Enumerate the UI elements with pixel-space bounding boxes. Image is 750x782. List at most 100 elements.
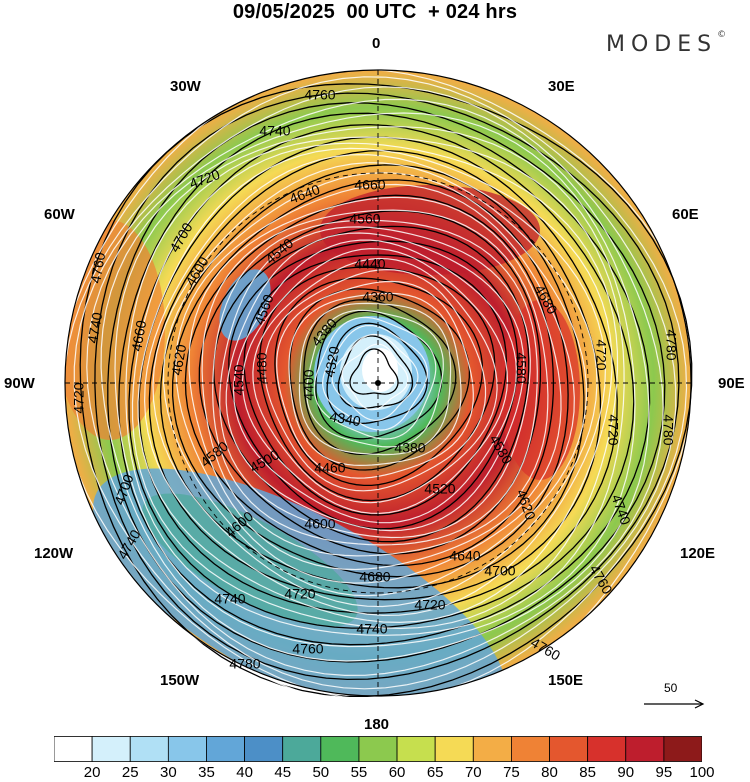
- lon-label-180: 180: [364, 716, 390, 733]
- lon-label-150e: 150E: [548, 672, 584, 689]
- streamline: [288, 292, 462, 467]
- contour-label: 4340: [328, 408, 362, 429]
- height-contour: [349, 348, 399, 395]
- contour-label: 4780: [660, 414, 676, 445]
- colorbar-tick-label: 95: [655, 764, 673, 781]
- lon-label-150w: 150W: [160, 672, 200, 689]
- streamline: [100, 112, 650, 662]
- brand-name: MODES: [606, 32, 718, 57]
- streamline: [298, 302, 452, 456]
- brand-logo: MODES©: [606, 30, 726, 57]
- contour-label: 4700: [484, 563, 515, 579]
- streamline: [322, 324, 428, 431]
- colorbar: [54, 736, 702, 762]
- reference-vector-arrow: [644, 699, 705, 709]
- colorbar-swatch: [206, 736, 245, 762]
- colorbar-tick-label: 60: [388, 764, 406, 781]
- contour-label: 4720: [605, 414, 621, 445]
- contour-label: 4540: [231, 364, 247, 395]
- height-contours: [79, 83, 693, 698]
- colorbar-swatch: [167, 736, 207, 762]
- streamline: [62, 76, 688, 701]
- contour-label: 4720: [71, 382, 87, 413]
- height-contour: [198, 210, 542, 555]
- contour-label: 4720: [284, 586, 315, 602]
- colorbar-tick-label: 40: [236, 764, 253, 781]
- colorbar-tick-label: 65: [426, 764, 444, 781]
- lon-label-30w: 30W: [170, 78, 201, 95]
- lon-label-90w: 90W: [4, 375, 35, 392]
- streamline: [331, 333, 419, 421]
- streamline: [306, 309, 444, 448]
- chart-title: 09/05/2025 00 UTC + 024 hrs: [232, 1, 518, 23]
- contour-label: 4560: [349, 211, 380, 227]
- colorbar-swatch: [472, 736, 512, 762]
- streamline: [313, 316, 437, 440]
- contour-label: 4660: [354, 177, 385, 193]
- colorbar-tick-label: 85: [579, 764, 596, 781]
- colorbar-swatch: [358, 736, 398, 762]
- contour-label: 4740: [356, 621, 387, 637]
- colorbar-tick-label: 75: [503, 764, 520, 781]
- colorbar-swatch: [549, 736, 589, 762]
- polar-vortex-center: [362, 348, 398, 392]
- colorbar-tick-label: 90: [617, 764, 635, 781]
- colorbar-swatch: [129, 736, 169, 762]
- contour-label: 4660: [128, 319, 149, 353]
- height-contour: [289, 288, 471, 471]
- height-contour: [274, 277, 484, 487]
- height-contour: [228, 240, 519, 530]
- streamline: [54, 68, 696, 709]
- streamline: [341, 343, 409, 411]
- contour-label: 4620: [168, 343, 189, 377]
- contour-label: 4720: [593, 339, 609, 370]
- contour-label: 4320: [321, 345, 342, 379]
- colorbar-swatch: [625, 736, 665, 762]
- colorbar-swatch: [282, 736, 322, 762]
- colorbar-swatch: [663, 736, 702, 762]
- map-boundary: [64, 69, 692, 697]
- wind-streamlines: [54, 68, 696, 709]
- contour-label: 4460: [314, 460, 345, 476]
- contour-label: 4740: [84, 311, 105, 345]
- reference-vector-label: 50: [664, 681, 678, 695]
- contour-label: 4760: [292, 641, 323, 657]
- colorbar-tick-label: 45: [274, 764, 292, 781]
- lon-label-90e: 90E: [718, 375, 745, 392]
- colorbar-tick-label: 35: [198, 764, 215, 781]
- height-contour: [337, 335, 414, 409]
- lon-label-30e: 30E: [548, 78, 575, 95]
- streamline: [143, 153, 607, 617]
- colorbar-swatch: [320, 736, 360, 762]
- height-contour: [258, 266, 496, 502]
- contour-label: 4440: [354, 256, 385, 272]
- streamline: [225, 232, 525, 532]
- streamline: [232, 239, 518, 524]
- pole-marker: [375, 380, 381, 386]
- colorbar-swatch: [54, 736, 93, 762]
- colorbar-swatch: [434, 736, 474, 762]
- contour-label: 4740: [259, 123, 290, 139]
- colorbar-tick-label: 100: [689, 764, 715, 781]
- streamline: [252, 257, 498, 504]
- height-contour: [213, 225, 530, 543]
- contour-label: 4520: [424, 481, 455, 497]
- streamline: [175, 183, 575, 584]
- contour-label: 4760: [304, 87, 335, 103]
- height-contour: [79, 83, 693, 698]
- lon-label-60e: 60E: [672, 206, 699, 223]
- contour-label: 4720: [414, 597, 445, 613]
- streamline: [125, 136, 625, 636]
- contour-label: 4600: [304, 516, 335, 532]
- contour-label: 4400: [301, 369, 317, 400]
- contour-label: 4480: [254, 352, 270, 383]
- contour-label: 4740: [214, 591, 245, 607]
- colorbar-tick-label: 70: [464, 764, 482, 781]
- colorbar-swatch: [244, 736, 284, 762]
- streamline: [276, 280, 474, 479]
- streamline: [263, 268, 487, 492]
- height-contour: [184, 194, 555, 567]
- colorbar-tick-labels: 20 25 30 35 40 45 50 55 60 65 70 75 80 85 90 95 100: [54, 764, 715, 782]
- streamline: [162, 172, 588, 597]
- colorbar-swatch: [511, 736, 550, 762]
